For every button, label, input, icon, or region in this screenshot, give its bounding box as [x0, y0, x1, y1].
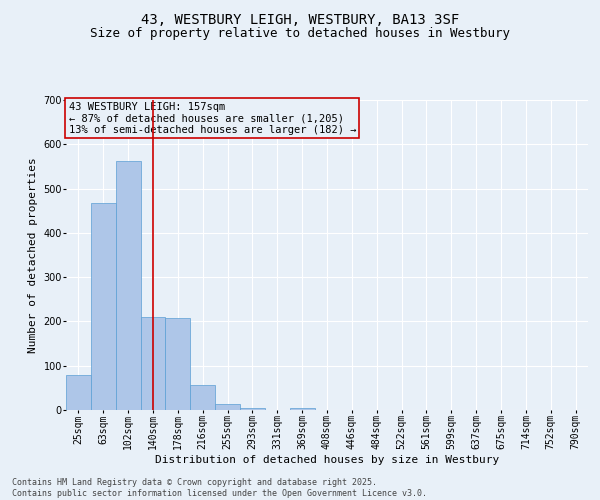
- Text: Contains HM Land Registry data © Crown copyright and database right 2025.
Contai: Contains HM Land Registry data © Crown c…: [12, 478, 427, 498]
- Bar: [166, 318, 190, 410]
- Bar: [215, 404, 240, 410]
- Bar: [240, 408, 265, 410]
- Bar: [140, 317, 166, 410]
- Text: 43, WESTBURY LEIGH, WESTBURY, BA13 3SF: 43, WESTBURY LEIGH, WESTBURY, BA13 3SF: [141, 12, 459, 26]
- Bar: [66, 374, 91, 410]
- Text: Size of property relative to detached houses in Westbury: Size of property relative to detached ho…: [90, 28, 510, 40]
- Bar: [91, 202, 116, 410]
- X-axis label: Distribution of detached houses by size in Westbury: Distribution of detached houses by size …: [155, 455, 499, 465]
- Bar: [290, 408, 314, 410]
- Text: 43 WESTBURY LEIGH: 157sqm
← 87% of detached houses are smaller (1,205)
13% of se: 43 WESTBURY LEIGH: 157sqm ← 87% of detac…: [68, 102, 356, 134]
- Bar: [190, 385, 215, 410]
- Bar: [116, 161, 140, 410]
- Y-axis label: Number of detached properties: Number of detached properties: [28, 157, 38, 353]
